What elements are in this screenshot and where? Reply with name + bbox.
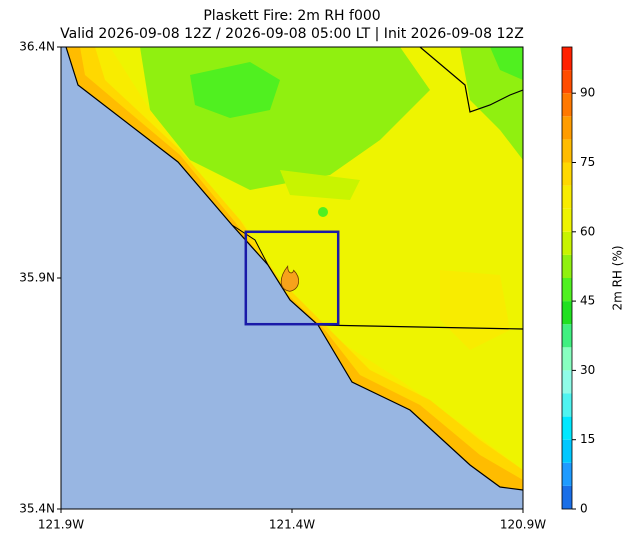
colorbar-band: [562, 462, 572, 486]
colorbar-band: [562, 324, 572, 348]
county-border: [231, 224, 269, 266]
colorbar-band: [562, 393, 572, 417]
map-subtitle: Valid 2026-09-08 12Z / 2026-09-08 05:00 …: [60, 26, 524, 42]
colorbar-tick-label: 0: [580, 502, 588, 516]
colorbar-band: [562, 208, 572, 232]
rh-patch: [280, 170, 360, 200]
colorbar-band: [562, 231, 572, 255]
county-border: [419, 47, 523, 113]
colorbar-band: [562, 93, 572, 117]
colorbar-band: [562, 439, 572, 463]
colorbar-tick-label: 60: [580, 224, 595, 238]
colorbar-band: [562, 185, 572, 209]
colorbar-band: [562, 47, 572, 71]
colorbar-frame: [561, 46, 573, 510]
colorbar-band: [562, 485, 572, 509]
ocean: [61, 47, 523, 509]
rh-patch: [190, 62, 280, 118]
colorbar-band: [562, 116, 572, 140]
colorbar-label: 2m RH (%): [611, 245, 625, 310]
colorbar-tick-label: 45: [580, 294, 595, 308]
colorbar-band: [562, 70, 572, 94]
rh-patch: [440, 270, 510, 350]
x-tick-label: 121.9W: [38, 518, 84, 532]
colorbar-band: [562, 416, 572, 440]
coastline: [65, 47, 523, 491]
x-tick-label: 121.4W: [269, 518, 315, 532]
colorbar-band: [562, 254, 572, 278]
x-tick-label: 120.9W: [500, 518, 546, 532]
colorbar-tick-label: 15: [580, 432, 595, 446]
rh-patch: [318, 207, 328, 217]
colorbar-band: [562, 347, 572, 371]
y-tick-label: 36.4N: [19, 40, 55, 54]
y-tick-label: 35.4N: [19, 502, 55, 516]
rh-patch: [460, 47, 523, 160]
county-border: [317, 324, 523, 330]
colorbar-band: [562, 370, 572, 394]
colorbar-band: [562, 278, 572, 302]
domain-box: [244, 230, 340, 326]
fire-icon: [280, 265, 299, 292]
colorbar-band: [562, 162, 572, 186]
colorbar-tick-label: 30: [580, 363, 595, 377]
colorbar-tick-label: 75: [580, 155, 595, 169]
colorbar-band: [562, 301, 572, 325]
colorbar-tick-label: 90: [580, 86, 595, 100]
colorbar-band: [562, 139, 572, 163]
map-title: Plaskett Fire: 2m RH f000: [203, 8, 380, 24]
map-field: [61, 47, 523, 509]
rh-patch: [490, 47, 523, 80]
y-tick-label: 35.9N: [19, 271, 55, 285]
